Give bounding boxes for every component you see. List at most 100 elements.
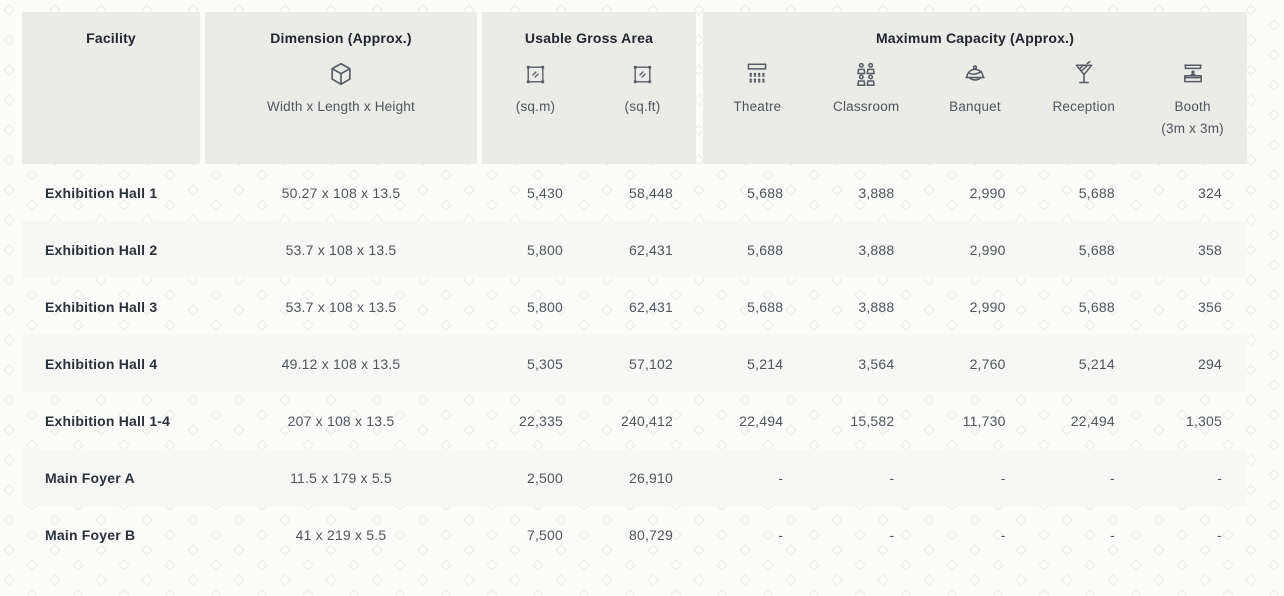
area-sqft-value: 26,910: [628, 469, 673, 486]
reception-capacity-value: 5,688: [1078, 298, 1115, 315]
theatre-capacity-value: 5,688: [747, 241, 784, 258]
classroom-label: Classroom: [833, 99, 900, 114]
theatre-capacity-value: 5,688: [747, 298, 784, 315]
cloche-icon: [921, 58, 1030, 90]
area-icon: [482, 58, 589, 90]
area-subcol-sqft: (sq.ft): [589, 46, 696, 114]
classroom-capacity-value: 3,888: [858, 298, 895, 315]
area-sqft-value: 80,729: [628, 526, 673, 543]
banquet-capacity-value: 11,730: [962, 412, 1006, 429]
booth-size-label: (3m x 3m): [1161, 121, 1224, 136]
facility-name: Exhibition Hall 1: [45, 184, 158, 201]
theatre-capacity-value: 5,688: [747, 184, 784, 201]
dimension-value: 49.12 x 108 x 13.5: [281, 355, 401, 372]
sqft-label: (sq.ft): [624, 99, 661, 114]
facility-name: Main Foyer A: [45, 469, 135, 486]
table-row: Exhibition Hall 1-4 207 x 108 x 13.5 22,…: [22, 392, 1247, 449]
dimension-value: 53.7 x 108 x 13.5: [285, 298, 397, 315]
table-row: Main Foyer B 41 x 219 x 5.5 7,500 80,729…: [22, 506, 1247, 563]
booth-capacity-value: 356: [1198, 298, 1223, 315]
capacity-subcol-classroom: Classroom: [812, 46, 921, 136]
dimension-value: 41 x 219 x 5.5: [295, 526, 387, 543]
area-subcol-sqm: (sq.m): [482, 46, 589, 114]
table-row: Exhibition Hall 1 50.27 x 108 x 13.5 5,4…: [22, 164, 1247, 221]
dimension-value: 11.5 x 179 x 5.5: [290, 469, 392, 486]
area-sqft-value: 62,431: [628, 241, 673, 258]
cube-icon: [205, 58, 477, 90]
banquet-capacity-value: 2,760: [969, 355, 1006, 372]
facility-spec-table: Facility Dimension (Approx.) Width x Len…: [22, 12, 1247, 563]
area-sqm-value: 22,335: [518, 412, 563, 429]
theatre-seating-icon: [703, 58, 812, 90]
capacity-subcol-theatre: Theatre: [703, 46, 812, 136]
capacity-subcol-booth: Booth (3m x 3m): [1138, 46, 1247, 136]
capacity-subcol-banquet: Banquet: [921, 46, 1030, 136]
booth-capacity-value: 294: [1198, 355, 1223, 372]
table-row: Exhibition Hall 3 53.7 x 108 x 13.5 5,80…: [22, 278, 1247, 335]
reception-capacity-value: 5,214: [1078, 355, 1115, 372]
area-sqm-value: 5,800: [526, 241, 563, 258]
classroom-capacity-value: -: [889, 469, 895, 486]
classroom-capacity-value: 3,564: [858, 355, 895, 372]
header-usable-gross-area: Usable Gross Area (sq.m): [482, 12, 696, 164]
header-facility: Facility: [22, 12, 200, 164]
booth-kiosk-icon: [1138, 58, 1247, 90]
theatre-capacity-value: 5,214: [747, 355, 784, 372]
area-sqft-value: 57,102: [628, 355, 673, 372]
dimension-value: 207 x 108 x 13.5: [287, 412, 395, 429]
theatre-capacity-value: -: [778, 526, 784, 543]
dimension-column-title: Dimension (Approx.): [270, 30, 412, 46]
cocktail-glass-icon: [1029, 58, 1138, 90]
classroom-capacity-value: 15,582: [850, 412, 895, 429]
area-sqft-value: 240,412: [620, 412, 673, 429]
dimension-value: 53.7 x 108 x 13.5: [285, 241, 397, 258]
table-row: Exhibition Hall 4 49.12 x 108 x 13.5 5,3…: [22, 335, 1247, 392]
reception-capacity-value: 22,494: [1070, 412, 1115, 429]
reception-capacity-value: 5,688: [1078, 241, 1115, 258]
facility-name: Exhibition Hall 2: [45, 241, 158, 258]
reception-capacity-value: 5,688: [1078, 184, 1115, 201]
banquet-capacity-value: 2,990: [969, 241, 1006, 258]
area-sqm-value: 7,500: [526, 526, 563, 543]
classroom-capacity-value: -: [889, 526, 895, 543]
classroom-desks-icon: [812, 58, 921, 90]
theatre-capacity-value: -: [778, 469, 784, 486]
banquet-capacity-value: -: [1000, 526, 1006, 543]
header-dimension: Dimension (Approx.) Width x Length x Hei…: [205, 12, 477, 164]
facility-column-title: Facility: [86, 30, 136, 46]
booth-capacity-value: 324: [1198, 184, 1223, 201]
booth-label: Booth: [1174, 99, 1211, 114]
capacity-subcol-reception: Reception: [1029, 46, 1138, 136]
table-row: Exhibition Hall 2 53.7 x 108 x 13.5 5,80…: [22, 221, 1247, 278]
facility-name: Exhibition Hall 1-4: [45, 412, 171, 429]
booth-capacity-value: -: [1217, 526, 1223, 543]
banquet-capacity-value: 2,990: [969, 184, 1006, 201]
booth-capacity-value: 1,305: [1185, 412, 1223, 429]
dimension-value: 50.27 x 108 x 13.5: [281, 184, 401, 201]
reception-capacity-value: -: [1109, 469, 1115, 486]
reception-label: Reception: [1052, 99, 1116, 114]
booth-capacity-value: 358: [1198, 241, 1223, 258]
area-sqft-value: 62,431: [628, 298, 673, 315]
header-maximum-capacity: Maximum Capacity (Approx.): [703, 12, 1247, 164]
banquet-capacity-value: -: [1000, 469, 1006, 486]
area-icon: [589, 58, 696, 90]
facility-name: Main Foyer B: [45, 526, 136, 543]
booth-capacity-value: -: [1217, 469, 1223, 486]
facility-name: Exhibition Hall 4: [45, 355, 158, 372]
table-row: Main Foyer A 11.5 x 179 x 5.5 2,500 26,9…: [22, 449, 1247, 506]
dimension-subtitle: Width x Length x Height: [267, 99, 415, 114]
classroom-capacity-value: 3,888: [858, 184, 895, 201]
area-sqm-value: 2,500: [526, 469, 563, 486]
area-sqm-value: 5,305: [526, 355, 563, 372]
table-body: Exhibition Hall 1 50.27 x 108 x 13.5 5,4…: [22, 164, 1247, 563]
sqm-label: (sq.m): [515, 99, 556, 114]
capacity-column-title: Maximum Capacity (Approx.): [875, 30, 1075, 46]
area-sqft-value: 58,448: [628, 184, 673, 201]
banquet-capacity-value: 2,990: [969, 298, 1006, 315]
facility-name: Exhibition Hall 3: [45, 298, 158, 315]
area-sqm-value: 5,800: [526, 298, 563, 315]
banquet-label: Banquet: [949, 99, 1001, 114]
area-column-title: Usable Gross Area: [524, 30, 654, 46]
table-header: Facility Dimension (Approx.) Width x Len…: [22, 12, 1247, 164]
